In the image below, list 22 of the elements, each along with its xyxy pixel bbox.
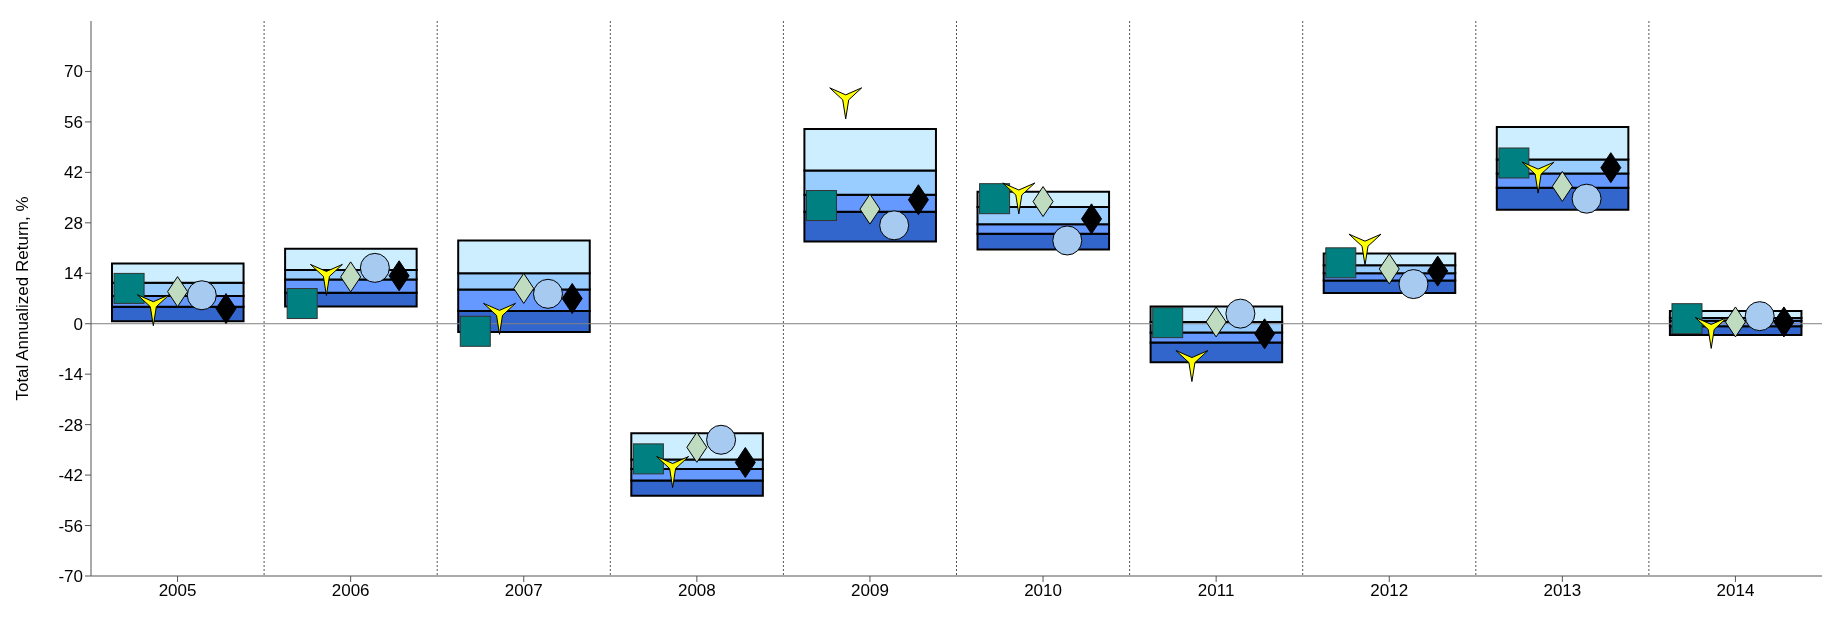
x-tick-label: 2010 bbox=[1024, 581, 1062, 601]
y-axis-title: Total Annualized Return, % bbox=[13, 196, 33, 401]
x-tick-label: 2009 bbox=[851, 581, 889, 601]
x-tick-label: 2006 bbox=[331, 581, 370, 601]
x-tick-label: 2007 bbox=[504, 581, 543, 601]
x-tick-label: 2014 bbox=[1716, 581, 1755, 601]
y-tick-label: -42 bbox=[58, 466, 83, 486]
y-tick-label: -70 bbox=[58, 567, 83, 587]
y-tick-label: 56 bbox=[64, 112, 83, 132]
y-tick-label: 14 bbox=[64, 264, 83, 284]
y-tick-label: -56 bbox=[58, 516, 83, 536]
x-tick-label: 2012 bbox=[1370, 581, 1409, 601]
y-tick-label: 28 bbox=[64, 213, 83, 233]
x-tick-label: 2013 bbox=[1543, 581, 1582, 601]
y-tick-label: -14 bbox=[58, 365, 83, 385]
y-tick-label: -28 bbox=[58, 415, 83, 435]
y-tick-label: 0 bbox=[73, 314, 83, 334]
y-tick-label: 42 bbox=[64, 163, 83, 183]
x-tick-label: 2005 bbox=[158, 581, 197, 601]
y-tick-label: 70 bbox=[64, 62, 83, 82]
x-tick-label: 2008 bbox=[677, 581, 716, 601]
x-tick-label: 2011 bbox=[1197, 581, 1235, 601]
